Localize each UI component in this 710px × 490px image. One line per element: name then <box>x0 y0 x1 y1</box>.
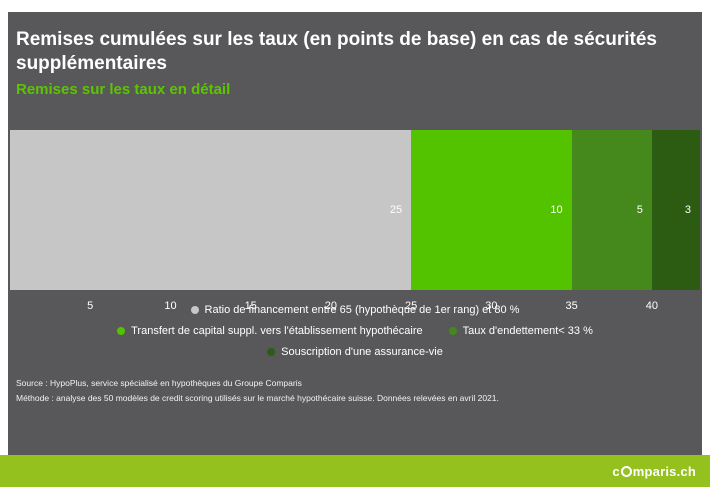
x-axis: 5 10 15 20 25 30 35 40 <box>10 290 700 316</box>
x-tick-label: 10 <box>164 299 177 312</box>
method-line: Méthode : analyse des 50 modèles de cred… <box>16 392 499 403</box>
legend-label: Transfert de capital suppl. vers l'établ… <box>131 324 423 337</box>
bar-value-label: 25 <box>389 203 403 216</box>
page-title: Remises cumulées sur les taux (en points… <box>16 29 657 75</box>
bar-segment: 3 <box>651 129 700 290</box>
legend-item: Transfert de capital suppl. vers l'établ… <box>117 325 423 337</box>
legend-dot <box>448 326 457 335</box>
bar-value-label: 3 <box>684 203 691 216</box>
legend-dot <box>267 347 276 356</box>
bar-segment: 5 <box>571 129 652 290</box>
legend-dot <box>117 326 126 335</box>
logo-o-icon <box>620 465 632 477</box>
legend-item: Taux d'endettement< 33 % <box>448 324 593 337</box>
footer-bar: c mparis.ch <box>0 455 710 487</box>
legend-label: Souscription d'une assurance-vie <box>281 345 443 358</box>
page-subtitle: Remises sur les taux en détail <box>16 80 231 98</box>
logo-text-prefix: c <box>612 463 620 479</box>
x-tick-label: 30 <box>485 299 498 312</box>
x-tick-label: 5 <box>87 299 94 312</box>
comparis-logo: c mparis.ch <box>612 464 696 479</box>
chart-panel: Remises cumulées sur les taux (en points… <box>8 12 702 455</box>
bar-value-label: 10 <box>550 203 563 216</box>
x-tick-label: 15 <box>244 299 257 312</box>
source-note: Source : HypoPlus, service spécialisé en… <box>8 376 702 406</box>
x-tick-label: 25 <box>405 299 418 312</box>
legend-item: Ratio de financement entre 65 (hypothèqu… <box>190 303 520 316</box>
bar-segment: 10 <box>411 129 572 290</box>
legend-label: Ratio de financement entre 65 (hypothèqu… <box>204 303 520 316</box>
header: Remises cumulées sur les taux (en points… <box>8 28 702 98</box>
stacked-bar: 25 10 5 3 <box>10 129 700 290</box>
stacked-bar-chart: 25 10 5 3 5 10 15 20 25 30 35 40 Ratio de finan… <box>8 129 702 358</box>
legend: Ratio de financement entre 65 (hypothèqu… <box>10 304 700 358</box>
bar-segment: 25 <box>10 129 412 290</box>
source-line: Source : HypoPlus, service spécialisé en… <box>16 377 302 388</box>
legend-dot <box>190 305 199 314</box>
logo-text-suffix: mparis.ch <box>632 463 696 479</box>
legend-label: Taux d'endettement< 33 % <box>462 324 593 337</box>
x-tick-label: 20 <box>324 299 338 312</box>
legend-item: Souscription d'une assurance-vie <box>267 346 443 358</box>
bar-value-label: 5 <box>636 203 643 216</box>
x-tick-label: 40 <box>645 299 658 312</box>
x-tick-label: 35 <box>565 299 578 312</box>
